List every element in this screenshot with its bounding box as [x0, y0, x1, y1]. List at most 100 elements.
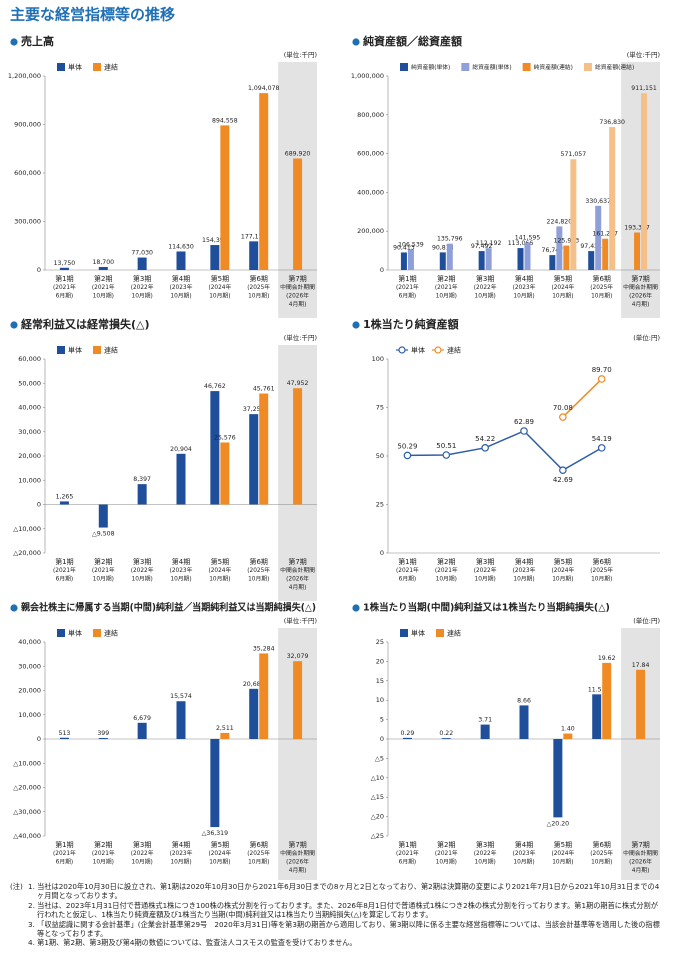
value-label: 90,813 — [432, 244, 454, 251]
x-tick-label: 第5期 — [211, 840, 229, 849]
value-label: 399 — [97, 730, 109, 737]
x-tick-label: 第4期 — [515, 840, 533, 849]
x-tick-label: 10月期) — [132, 293, 153, 300]
bar — [588, 251, 595, 270]
y-tick-label: △20 — [371, 813, 384, 821]
unit-label: (単位:円) — [633, 616, 660, 625]
y-tick-label: 50 — [376, 452, 384, 460]
point — [481, 444, 489, 452]
bar — [220, 125, 230, 270]
bar — [98, 504, 108, 528]
bar — [137, 722, 147, 739]
bar — [400, 252, 407, 270]
point — [597, 375, 606, 383]
x-tick-label: 第4期 — [172, 840, 190, 849]
notes-label: (注) — [10, 882, 23, 891]
value-label: 35,284 — [253, 645, 275, 652]
x-tick-label: (2023年 — [170, 849, 193, 857]
legend-label: 総資産額(連結) — [595, 63, 634, 71]
y-tick-label: 600,000 — [357, 150, 384, 158]
y-tick-label: 100 — [372, 355, 384, 363]
y-tick-label: △15 — [371, 793, 384, 801]
y-tick-label: △20,000 — [13, 549, 41, 557]
value-label: 1,094,078 — [248, 85, 280, 92]
value-label: 125,993 — [554, 238, 580, 245]
legend-label: 純資産額(単体) — [411, 63, 450, 71]
x-tick-label: (2022年 — [474, 283, 497, 291]
x-tick-label: 第3期 — [476, 840, 494, 849]
bar — [249, 688, 259, 739]
bar — [137, 484, 147, 505]
notes: (注) 1. 当社は2020年10月30日に設立され、第1期は2020年10月3… — [10, 882, 665, 948]
y-tick-label: △10 — [371, 774, 384, 782]
legend-label: 連結 — [104, 346, 118, 355]
y-tick-label: 400,000 — [357, 188, 384, 196]
bar — [549, 255, 556, 270]
y-tick-label: 40,000 — [18, 404, 41, 412]
unit-label: (単位:千円) — [284, 333, 317, 342]
x-tick-label: 第4期 — [515, 274, 533, 283]
x-tick-label: (2022年 — [131, 849, 154, 857]
legend-marker — [461, 63, 470, 71]
value-label: 2,511 — [216, 725, 234, 732]
value-label: 25,576 — [214, 434, 236, 441]
x-tick-label: 10月期) — [436, 859, 457, 866]
value-label: 54.22 — [475, 435, 495, 443]
x-tick-label: 10月期) — [93, 576, 114, 583]
y-tick-label: 30,000 — [18, 662, 41, 670]
bar — [98, 738, 108, 739]
point — [559, 413, 567, 421]
value-label: 177,175 — [241, 233, 267, 240]
heading-bullet — [352, 38, 360, 46]
y-tick-label: 10 — [376, 696, 384, 704]
x-tick-label: 10月期) — [436, 576, 457, 583]
value-label: 113,066 — [508, 240, 534, 247]
x-tick-label: (2024年 — [208, 849, 231, 857]
shaded-column — [621, 62, 660, 318]
value-label: 224,820 — [547, 218, 573, 225]
x-tick-label: (2021年 — [53, 566, 76, 574]
bar — [259, 653, 269, 739]
chart-title: 1株当たり純資産額 — [363, 317, 459, 331]
x-tick-label: 10月期) — [513, 293, 534, 300]
unit-label: (単位:千円) — [627, 50, 660, 59]
y-tick-label: 900,000 — [14, 121, 41, 129]
unit-label: (単位:千円) — [284, 616, 317, 625]
bar — [220, 442, 230, 505]
value-label: 97,431 — [580, 243, 602, 250]
value-label: 3.71 — [478, 717, 492, 724]
bar — [609, 127, 616, 270]
x-tick-label: 第6期 — [592, 557, 610, 566]
chart-title: 売上高 — [21, 34, 54, 48]
legend-label: 連結 — [104, 629, 118, 638]
legend-marker — [583, 63, 592, 71]
value-label: 0.22 — [439, 730, 453, 737]
x-tick-label: 4月期) — [289, 584, 307, 591]
value-label: 106,539 — [398, 241, 424, 248]
x-tick-label: 10月期) — [475, 576, 496, 583]
value-label: 112,192 — [476, 240, 502, 247]
x-tick-label: 10月期) — [248, 293, 269, 300]
x-tick-label: 10月期) — [170, 576, 191, 583]
bar — [59, 737, 69, 739]
value-label: 20,684 — [243, 681, 265, 688]
value-label: 0.29 — [401, 730, 415, 737]
value-label: 6,679 — [133, 715, 151, 722]
legend-marker — [93, 63, 101, 71]
bar — [249, 414, 259, 505]
legend-marker — [400, 629, 408, 637]
bar — [634, 232, 641, 270]
x-tick-label: 第2期 — [94, 274, 112, 283]
x-tick-label: (2021年 — [435, 283, 458, 291]
y-tick-label: 1,000,000 — [351, 72, 384, 80]
y-tick-label: 25 — [376, 501, 384, 509]
value-label: 141,595 — [515, 235, 541, 242]
x-tick-label: 10月期) — [132, 576, 153, 583]
x-tick-label: 第2期 — [94, 840, 112, 849]
x-tick-label: (2021年 — [396, 566, 419, 574]
x-tick-label: 第4期 — [172, 557, 190, 566]
point — [520, 427, 528, 435]
x-tick-label: (2025年 — [590, 283, 613, 291]
x-tick-label: 第3期 — [476, 274, 494, 283]
bar — [570, 159, 577, 270]
